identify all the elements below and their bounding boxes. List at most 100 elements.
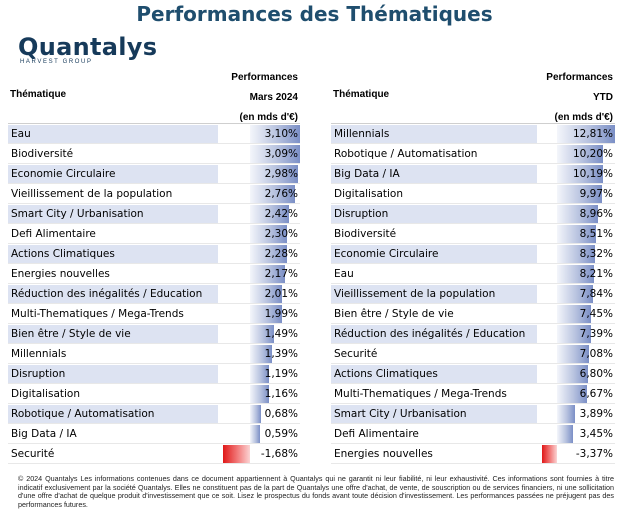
theme-label: Big Data / IA (331, 164, 537, 183)
performance-cell: 1,39% (222, 344, 300, 363)
logo-name: Quantalys (18, 33, 158, 61)
performance-value: 3,45% (579, 427, 613, 440)
performance-value: 2,30% (264, 227, 298, 240)
table-row: Réduction des inégalités / Education 7,39… (331, 324, 615, 344)
data-bar (557, 404, 575, 423)
data-bar (557, 204, 598, 223)
data-bar (250, 344, 273, 363)
performance-cell: 7,45% (541, 304, 615, 323)
data-bar (557, 164, 604, 183)
data-bar (557, 344, 590, 363)
theme-label: Digitalisation (334, 187, 403, 200)
theme-label: Smart City / Urbanisation (8, 204, 218, 223)
left-table: Thématique Performances Mars 2024 (en md… (8, 64, 300, 464)
table-row: Disruption 8,96% (331, 204, 615, 224)
performance-cell: 3,45% (541, 424, 615, 443)
performance-cell: -3,37% (541, 444, 615, 463)
performance-value: 8,96% (579, 207, 613, 220)
performance-value: 1,19% (264, 367, 298, 380)
table-row: Big Data / IA 0,59% (8, 424, 300, 444)
table-row: Economie Circulaire 2,98% (8, 164, 300, 184)
table-row: Robotique / Automatisation 0,68% (8, 404, 300, 424)
theme-label: Réduction des inégalités / Education (8, 284, 218, 303)
table-row: Millennials 1,39% (8, 344, 300, 364)
table-row: Energies nouvelles -3,37% (331, 444, 615, 464)
table-row: Millennials 12,81% (331, 124, 615, 144)
theme-label: Disruption (8, 364, 218, 383)
theme-label: Vieillissement de la population (331, 284, 537, 303)
table-row: Actions Climatiques 2,28% (8, 244, 300, 264)
table-row: Defi Alimentaire 3,45% (331, 424, 615, 444)
data-bar (250, 384, 269, 403)
theme-label: Energies nouvelles (334, 447, 433, 460)
performance-value: 0,59% (264, 427, 298, 440)
performance-cell: 8,21% (541, 264, 615, 283)
theme-label: Multi-Thematiques / Mega-Trends (11, 307, 184, 320)
performance-value: 8,21% (579, 267, 613, 280)
theme-label: Bien être / Style de vie (8, 324, 218, 343)
data-bar (250, 424, 260, 443)
data-bar (250, 284, 283, 303)
table-row: Disruption 1,19% (8, 364, 300, 384)
data-bar (557, 244, 595, 263)
performance-value: 2,76% (264, 187, 298, 200)
table-row: Securité -1,68% (8, 444, 300, 464)
table-row: Digitalisation 9,97% (331, 184, 615, 204)
performance-value: 10,19% (572, 167, 613, 180)
data-bar (250, 144, 300, 163)
performance-cell: 7,84% (541, 284, 615, 303)
table-row: Energies nouvelles 2,17% (8, 264, 300, 284)
performance-value: 7,39% (579, 327, 613, 340)
theme-label: Biodiversité (11, 147, 74, 160)
perf-header-line: Mars 2024 (249, 92, 298, 103)
performance-value: 2,28% (264, 247, 298, 260)
negative-data-bar (223, 444, 251, 463)
logo-subtitle: HARVEST GROUP (20, 59, 93, 65)
performance-cell: 1,49% (222, 324, 300, 343)
data-bar (557, 224, 596, 243)
table-row: Biodiversité 8,51% (331, 224, 615, 244)
performance-cell: 2,01% (222, 284, 300, 303)
performance-value: 12,81% (572, 127, 613, 140)
performance-cell: 6,67% (541, 384, 615, 403)
table-row: Eau 8,21% (331, 264, 615, 284)
data-bar (557, 384, 588, 403)
right-table-rows: Millennials 12,81% Robotique / Automatisat… (331, 124, 615, 464)
table-row: Bien être / Style de vie 1,49% (8, 324, 300, 344)
performance-cell: 2,28% (222, 244, 300, 263)
page-title: Performances des Thématiques (136, 2, 493, 26)
theme-label: Vieillissement de la population (11, 187, 173, 200)
theme-label: Defi Alimentaire (11, 227, 96, 240)
table-row: Securité 7,08% (331, 344, 615, 364)
right-table-header: Thématique Performances YTD (en mds d'€) (331, 64, 615, 124)
performance-cell: 2,42% (222, 204, 300, 223)
data-bar (250, 164, 299, 183)
performance-column-header: Performances Mars 2024 (en mds d'€) (231, 68, 298, 128)
theme-label: Multi-Thematiques / Mega-Trends (334, 387, 507, 400)
theme-label: Robotique / Automatisation (8, 404, 218, 423)
negative-data-bar (542, 444, 558, 463)
performance-column-header: Performances YTD (en mds d'€) (546, 68, 613, 128)
quantalys-logo: Quantalys HARVEST GROUP (18, 34, 157, 65)
table-row: Smart City / Urbanisation 2,42% (8, 204, 300, 224)
data-bar (557, 264, 595, 283)
perf-header-line: Performances (231, 72, 298, 83)
data-bar (557, 304, 591, 323)
theme-column-header: Thématique (10, 89, 67, 100)
performance-cell: 1,16% (222, 384, 300, 403)
performance-cell: -1,68% (222, 444, 300, 463)
table-row: Defi Alimentaire 2,30% (8, 224, 300, 244)
performance-value: 2,01% (264, 287, 298, 300)
performance-value: -1,68% (260, 447, 298, 460)
performance-cell: 0,59% (222, 424, 300, 443)
theme-column-header: Thématique (333, 89, 390, 100)
performance-value: 3,89% (579, 407, 613, 420)
data-bar (557, 424, 573, 443)
data-bar (250, 404, 262, 423)
theme-label: Smart City / Urbanisation (331, 404, 537, 423)
table-row: Economie Circulaire 8,32% (331, 244, 615, 264)
performance-cell: 2,17% (222, 264, 300, 283)
performance-cell: 12,81% (541, 124, 615, 143)
performance-value: 0,68% (264, 407, 298, 420)
performance-value: 3,10% (264, 127, 298, 140)
